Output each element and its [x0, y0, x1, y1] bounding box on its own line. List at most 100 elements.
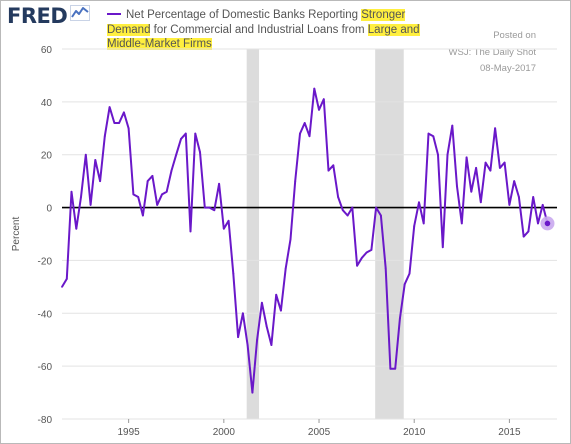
x-tick-label: 2000 [213, 427, 236, 438]
y-tick-label: -80 [38, 415, 53, 426]
y-tick-label: -20 [38, 256, 53, 267]
fred-logo[interactable]: FRED [7, 4, 91, 28]
data-point [199, 151, 201, 153]
data-point [165, 190, 168, 193]
data-point [303, 122, 306, 124]
data-point [527, 230, 530, 233]
y-tick-label: -60 [38, 362, 53, 373]
data-point [246, 344, 249, 346]
legend-line-marker [107, 12, 121, 15]
y-tick-label: -40 [38, 309, 53, 320]
data-point [356, 264, 358, 267]
line-chart-icon [70, 4, 91, 26]
data-point [70, 190, 73, 193]
x-tick-label: 2005 [308, 427, 331, 438]
data-point [151, 174, 154, 177]
data-point [65, 278, 68, 280]
data-point [213, 209, 216, 212]
data-point [184, 132, 187, 135]
chart-title: Net Percentage of Domestic Banks Reporti… [107, 8, 442, 52]
data-point [446, 153, 449, 156]
data-point [479, 201, 482, 204]
data-point [275, 293, 278, 296]
data-point [327, 169, 330, 172]
data-point [161, 193, 163, 196]
data-point [532, 196, 535, 198]
data-point [265, 325, 268, 328]
posted-on-label: Posted on [493, 30, 536, 41]
data-point [118, 122, 121, 124]
data-point [194, 132, 197, 135]
data-point [175, 153, 178, 156]
data-point [541, 204, 544, 206]
data-point [103, 135, 106, 138]
data-point [413, 225, 416, 227]
data-point [84, 153, 87, 156]
data-point [318, 108, 320, 111]
data-point [280, 309, 282, 312]
data-point [108, 106, 111, 109]
data-point [127, 127, 130, 130]
data-point [399, 317, 401, 320]
data-point [208, 206, 211, 209]
data-point [465, 156, 468, 159]
data-point [513, 180, 516, 183]
data-point [113, 122, 116, 124]
x-tick-label: 1995 [118, 427, 141, 438]
data-point [142, 214, 144, 217]
title-prefix: Net Percentage of Domestic Banks Reporti… [126, 9, 362, 21]
data-point [537, 222, 539, 225]
data-point [294, 180, 297, 183]
data-point [299, 132, 301, 135]
logo-text: FRED [7, 4, 68, 28]
data-point [218, 182, 220, 185]
data-point [375, 206, 378, 209]
y-tick-label: 0 [46, 204, 52, 215]
data-point [432, 135, 435, 138]
posted-date: 08-May-2017 [480, 63, 536, 74]
data-point [75, 227, 78, 230]
title-middle: for Commercial and Industrial Loans from [150, 23, 368, 36]
data-point [132, 193, 135, 196]
data-point [498, 167, 501, 169]
data-point [379, 214, 382, 217]
data-point [61, 285, 63, 288]
data-point [270, 344, 273, 346]
data-point [256, 338, 259, 341]
data-point [94, 159, 97, 161]
data-point [403, 283, 406, 286]
data-point [203, 206, 206, 209]
data-point [418, 201, 420, 204]
data-point [408, 272, 411, 275]
data-point [503, 161, 506, 164]
data-point [475, 167, 477, 169]
data-point [261, 301, 263, 304]
data-point [384, 267, 387, 270]
data-point [156, 204, 159, 206]
y-axis-label: Percent [11, 217, 22, 252]
y-tick-label: 40 [41, 98, 53, 109]
y-tick-label: 20 [41, 151, 53, 162]
data-point [308, 135, 311, 138]
data-point [441, 246, 444, 249]
x-tick-label: 2015 [498, 427, 521, 438]
data-point [232, 272, 235, 275]
data-point [227, 219, 230, 222]
data-point [80, 196, 82, 198]
data-point [146, 180, 149, 183]
data-point [332, 164, 335, 167]
data-point [437, 153, 439, 156]
data-point [489, 169, 492, 172]
data-point [322, 98, 325, 101]
series-line [61, 87, 549, 394]
data-point [313, 87, 316, 90]
data-point [189, 230, 192, 233]
data-point [241, 312, 244, 315]
data-point [180, 137, 182, 140]
data-point [451, 124, 454, 127]
data-point [508, 204, 511, 206]
data-point [341, 209, 344, 212]
data-point [518, 196, 520, 198]
